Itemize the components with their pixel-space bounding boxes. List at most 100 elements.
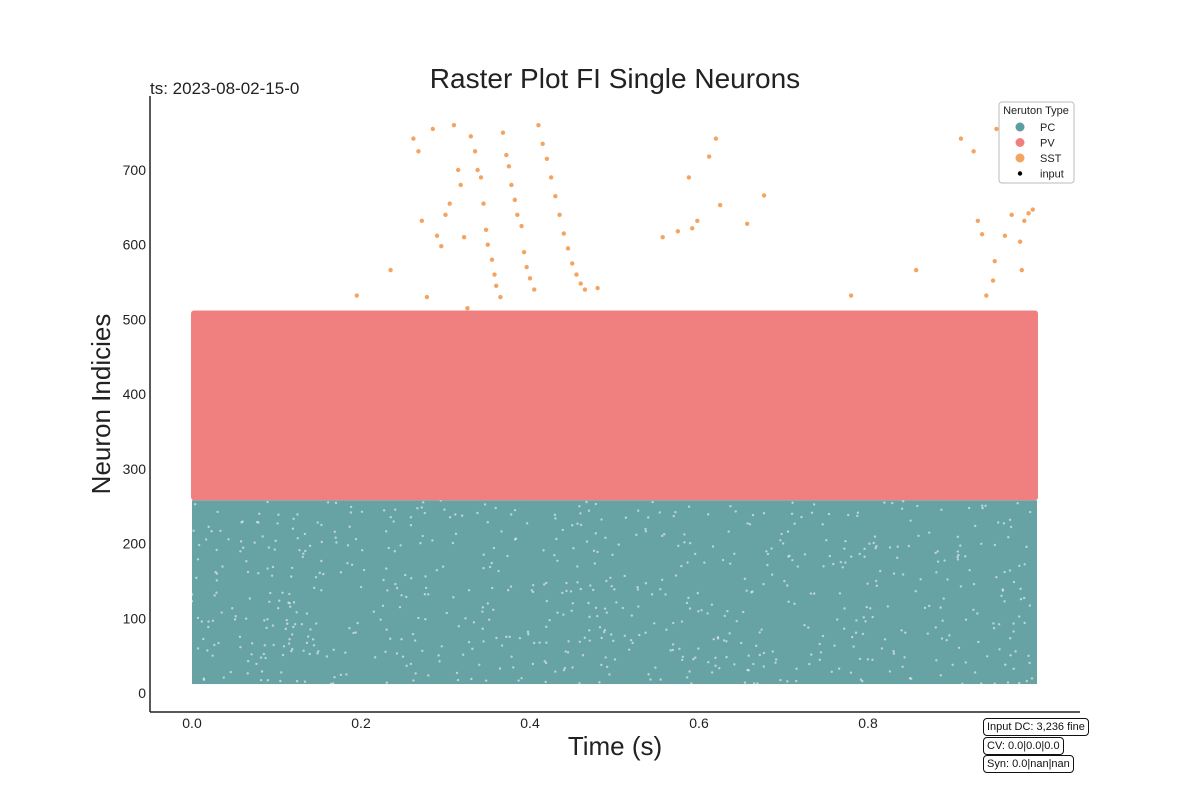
pc-spike-gap [393,550,397,553]
pc-spike-gap [907,544,911,548]
y-ticks: 0 100 200 300 400 500 600 700 [123,162,147,701]
pc-spike-gap [613,588,616,591]
pc-spike-gap [585,500,588,504]
pc-spike-gap [725,655,728,659]
pc-spike-gap [239,550,242,553]
pc-spike-gap [812,503,816,506]
pc-spike-gap [956,558,960,561]
pc-spike-gap [409,662,413,666]
pc-spike-gap [959,544,962,547]
pc-spike-gap [518,636,522,640]
pc-spike-gap [379,618,382,621]
x-tick-label: 0.6 [689,715,709,731]
sst-spike-point [512,197,517,203]
pc-spike-gap [1000,594,1003,598]
pc-spike-gap [923,606,927,610]
pc-spike-gap [751,590,754,593]
sst-spike-point [578,281,583,286]
pc-spike-gap [594,532,597,535]
y-tick-label: 600 [123,237,147,253]
pc-spike-gap [854,631,858,634]
pc-spike-gap [455,671,459,675]
pc-spike-gap [394,508,397,511]
pc-spike-gap [277,513,280,516]
sst-spike-point [458,182,463,188]
pc-spike-gap [1003,570,1006,574]
pc-spike-gap [888,670,892,673]
pc-spike-gap [215,572,219,575]
pc-spike-gap [995,575,998,579]
sst-spike-point [979,232,985,237]
pc-spike-gap [587,509,591,512]
pc-spike-gap [246,672,249,675]
pc-spike-gap [315,622,318,625]
sst-spike-point [461,235,467,240]
pc-spike-gap [600,636,603,640]
pc-spike-gap [714,664,717,667]
pc-spike-gap [207,625,210,629]
legend-marker-input [1017,171,1023,176]
pc-spike-gap [214,570,217,574]
pc-spike-gap [196,616,200,620]
pc-spike-gap [743,681,747,684]
pc-spike-gap [572,547,575,550]
legend-title: Neruton Type [1003,105,1069,117]
pc-spike-gap [512,666,515,669]
pc-spike-gap [213,594,216,597]
pc-spike-gap [302,649,305,652]
pc-spike-gap [596,614,599,618]
sst-spike-point [574,272,579,277]
pc-spike-gap [875,544,878,548]
legend-marker-sst [1015,153,1025,163]
pc-spike-gap [296,537,299,540]
pc-spike-gap [1025,679,1029,683]
pc-spike-gap [886,605,890,608]
pc-spike-gap [706,513,710,516]
pc-spike-gap [825,539,828,542]
pc-spike-gap [441,565,445,568]
pc-spike-gap [615,601,618,604]
pc-spike-gap [822,565,825,568]
pc-spike-gap [467,640,471,644]
pc-spike-gap [316,652,319,655]
pc-spike-gap [712,638,715,641]
pc-spike-gap [748,523,752,526]
pc-spike-gap [714,656,717,660]
pc-spike-gap [707,660,710,664]
pc-spike-gap [421,534,424,538]
sst-spike-point [506,164,512,169]
pc-spike-gap [964,618,968,621]
pc-spike-gap [417,616,420,620]
pc-spike-gap [309,628,312,631]
pc-spike-gap [207,525,210,529]
pc-spike-gap [786,530,790,533]
sst-spike-point [447,201,452,206]
pc-spike-gap [647,673,650,676]
pc-spike-gap [278,599,281,602]
pc-spike-gap [500,530,503,533]
pc-spike-gap [508,635,511,639]
pc-spike-gap [525,522,529,525]
pc-spike-gap [747,654,750,657]
pc-spike-gap [722,639,726,642]
pc-spike-gap [828,554,832,558]
pc-spike-gap [762,512,766,515]
pc-spike-gap [914,590,917,593]
pc-spike-gap [553,554,556,557]
pc-spike-gap [571,666,574,669]
pc-spike-gap [267,546,271,549]
pc-spike-gap [476,511,479,515]
pc-spike-gap [454,532,458,536]
pc-spike-gap [1028,661,1031,665]
pc-spike-gap [837,667,841,670]
x-ticks: 0.0 0.2 0.4 0.6 0.8 [182,715,878,731]
sst-spike-point [536,122,541,128]
x-tick-label: 0.0 [182,715,202,731]
pc-spike-gap [579,523,583,527]
pc-spike-gap [345,673,348,676]
legend-label-input: input [1040,169,1064,181]
pc-spike-gap [483,503,487,506]
sst-spike-point [519,223,524,229]
pc-spike-gap [746,522,749,525]
pc-spike-gap [385,628,388,631]
